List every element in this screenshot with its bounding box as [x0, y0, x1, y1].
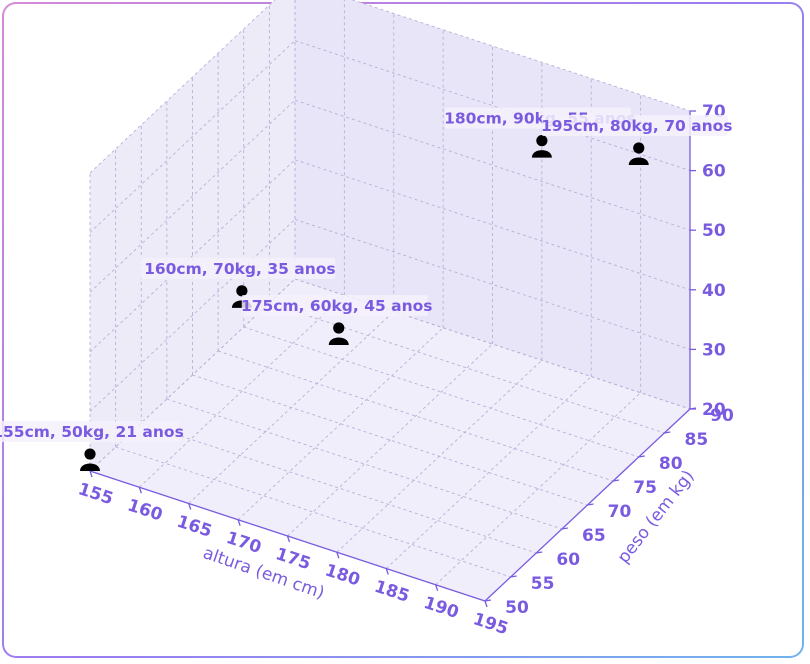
tick-mark	[587, 503, 594, 506]
point-label: 195cm, 80kg, 70 anos	[541, 117, 733, 135]
person-icon	[80, 448, 100, 472]
person-icon	[328, 322, 349, 345]
grid-line	[287, 343, 493, 537]
data-point: 175cm, 60kg, 45 anos	[241, 295, 433, 345]
tick-mark	[484, 600, 488, 608]
tick-mark	[484, 599, 492, 602]
point-label-bg	[241, 295, 428, 316]
data-point: 160cm, 70kg, 35 anos	[140, 257, 336, 308]
tick-mark	[435, 584, 439, 591]
grid-line	[139, 294, 345, 488]
chart-points: 155cm, 50kg, 21 anos 160cm, 70kg, 35 anos…	[0, 107, 733, 472]
data-point: 195cm, 80kg, 70 anos	[541, 115, 733, 165]
x-tick-label: 190	[421, 593, 461, 623]
y-tick-label: 80	[659, 454, 683, 474]
tick-mark	[385, 568, 389, 575]
z-tick-label: 50	[702, 221, 726, 241]
grid-line	[89, 99, 296, 293]
tick-mark	[89, 470, 93, 478]
tick-mark	[536, 551, 543, 554]
x-tick-label: 155	[76, 479, 116, 509]
grid-line	[435, 392, 641, 586]
tick-mark	[561, 527, 568, 530]
y-tick-label: 75	[633, 478, 657, 498]
tick-mark	[613, 479, 620, 482]
x-tick-label: 160	[125, 495, 165, 525]
point-label: 175cm, 60kg, 45 anos	[241, 297, 433, 315]
point-label: 160cm, 70kg, 35 anos	[144, 260, 336, 278]
chart-axes	[89, 110, 697, 608]
y-tick-label: 50	[505, 598, 529, 618]
y-tick-label: 65	[582, 526, 606, 546]
x-tick-label: 165	[174, 512, 214, 542]
x-axis-title: altura (em cm)	[200, 543, 327, 603]
tick-mark	[510, 575, 517, 578]
grid-line	[89, 0, 276, 174]
grid-line	[89, 159, 296, 353]
grid-line	[89, 219, 296, 412]
tick-mark	[286, 535, 291, 543]
y-tick-label: 60	[556, 550, 580, 570]
tick-mark	[664, 431, 671, 434]
x-tick-label: 185	[372, 577, 412, 607]
x-tick-label: 180	[322, 560, 362, 590]
tick-mark	[188, 503, 192, 510]
grid-line	[89, 40, 296, 233]
tick-mark	[336, 552, 340, 559]
point-label-bg	[0, 421, 179, 443]
grid-line	[385, 376, 592, 569]
y-tick-label: 55	[531, 574, 555, 594]
z-tick-label: 60	[702, 162, 726, 182]
point-label-bg	[541, 115, 728, 136]
point-label: 155cm, 50kg, 21 anos	[0, 423, 184, 441]
y-tick-label: 90	[710, 406, 734, 426]
y-tick-label: 70	[608, 502, 632, 522]
z-tick-label: 20	[702, 400, 726, 420]
point-label-bg	[140, 257, 336, 279]
data-point: 155cm, 50kg, 21 anos	[0, 421, 184, 472]
person-icon	[531, 135, 552, 158]
tick-mark	[237, 519, 241, 526]
person-icon	[628, 142, 649, 165]
z-tick-label: 40	[702, 281, 726, 301]
tick-mark	[138, 487, 142, 494]
tick-mark	[638, 455, 645, 458]
grid-line	[237, 327, 444, 521]
y-tick-label: 85	[685, 430, 709, 450]
z-tick-label: 30	[702, 340, 726, 360]
